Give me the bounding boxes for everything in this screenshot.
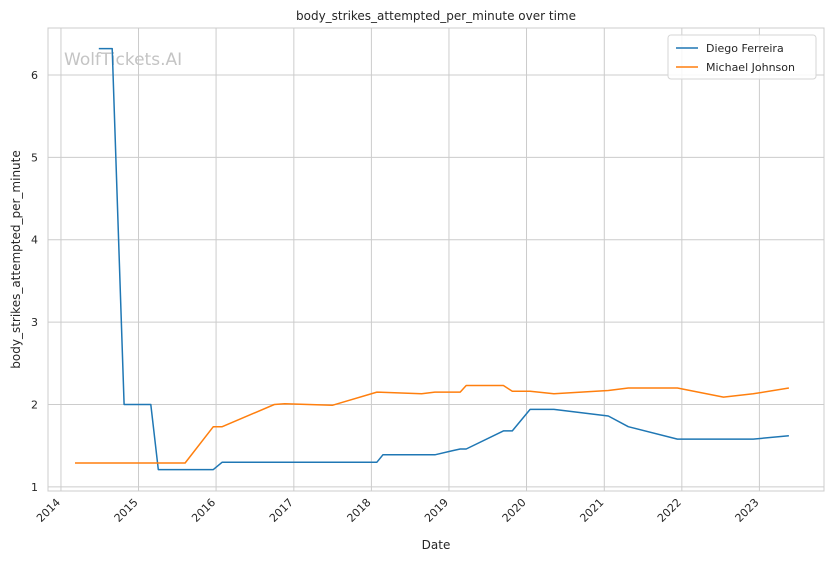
y-tick-label: 1	[31, 481, 38, 494]
y-tick-label: 5	[31, 151, 38, 164]
watermark: WolfTickets.AI	[64, 50, 182, 70]
y-tick-labels: 1 2 3 4 5 6	[31, 69, 38, 494]
y-tick-label: 2	[31, 398, 38, 411]
legend-box	[667, 34, 817, 80]
series-line-diego-ferreira	[98, 47, 789, 471]
series-lines	[75, 47, 790, 471]
legend-label: Diego Ferreira	[706, 42, 784, 55]
plot-frame	[47, 27, 825, 492]
grid	[48, 28, 824, 491]
x-tick-labels: 2014 2015 2016 2017 2018 2019 2020 2021 2022 2023	[34, 496, 761, 525]
y-tick-label: 6	[31, 69, 38, 82]
legend: Diego Ferreira Michael Johnson	[667, 34, 817, 80]
y-tick-label: 4	[31, 234, 38, 247]
y-tick-label: 3	[31, 316, 38, 329]
y-axis-label: body_strikes_attempted_per_minute	[9, 150, 23, 368]
x-axis-label: Date	[422, 538, 451, 552]
legend-label: Michael Johnson	[706, 61, 795, 74]
chart-title: body_strikes_attempted_per_minute over t…	[296, 9, 576, 23]
series-line-michael-johnson	[75, 384, 790, 464]
